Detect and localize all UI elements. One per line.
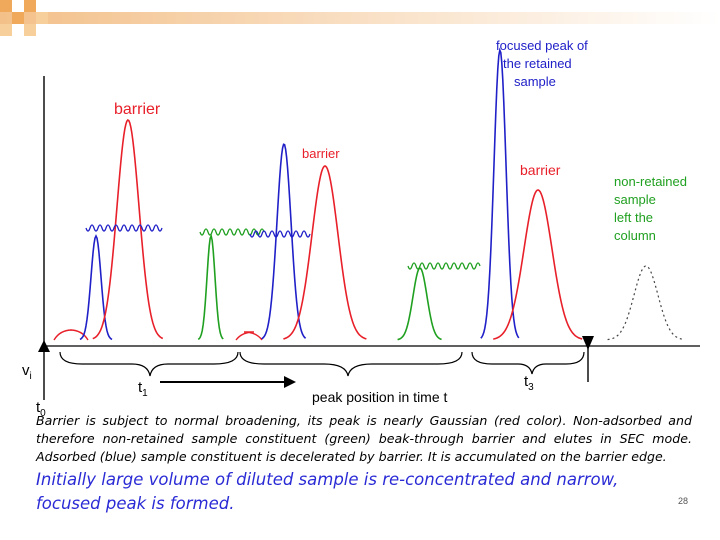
left-column-peak xyxy=(607,265,684,341)
header-decoration xyxy=(0,0,720,36)
adsorbed-cluster-2 xyxy=(249,230,311,238)
non-retained-label-line-2: sample xyxy=(614,192,656,207)
barrier-label-1: barrier xyxy=(114,101,161,118)
brace-3 xyxy=(471,351,585,375)
t3-label: t3 xyxy=(524,373,534,393)
peak-curves xyxy=(53,47,684,341)
t1-label: t1 xyxy=(138,379,148,399)
adsorbed-peak-2 xyxy=(261,143,307,340)
non-retained-cluster-1 xyxy=(199,228,265,236)
t0-label: t0 xyxy=(36,399,46,419)
focused-peak-label-line-3: sample xyxy=(514,74,556,89)
axis-arrow-up xyxy=(38,340,50,352)
barrier-peak-3 xyxy=(493,189,583,340)
time-arrowhead xyxy=(284,376,296,388)
page-number: 28 xyxy=(677,496,688,506)
non-retained-label-line-3: left the xyxy=(614,210,653,225)
non-retained-cluster-2 xyxy=(407,262,481,270)
barrier-label-3: barrier xyxy=(520,162,561,178)
focused-adsorbed-peak xyxy=(480,47,520,339)
non-retained-peak-1 xyxy=(197,233,224,341)
peak-position-label: peak position in time t xyxy=(312,389,448,405)
brace-2 xyxy=(239,351,463,377)
barrier-peak-2 xyxy=(283,165,367,340)
chromatography-diagram: focused peak of the retained sample barr… xyxy=(22,38,700,419)
barrier-plateau-2 xyxy=(235,331,263,341)
adsorbed-peak-1 xyxy=(79,234,113,341)
focused-peak-label-line-1: focused peak of xyxy=(496,38,588,53)
focused-peak-label-line-2: the retained xyxy=(503,56,572,71)
brace-1 xyxy=(59,351,239,377)
non-retained-peak-2 xyxy=(397,267,442,341)
non-retained-label-line-1: non-retained xyxy=(614,174,687,189)
conclusion-text: Initially large volume of diluted sample… xyxy=(36,470,619,513)
vi-label: vi xyxy=(22,362,32,382)
non-retained-label-line-4: column xyxy=(614,228,656,243)
barrier-peak-1 xyxy=(92,118,164,340)
barrier-label-2: barrier xyxy=(302,146,340,161)
adsorbed-cluster-1 xyxy=(85,224,163,232)
description-text: Barrier is subject to normal broadening,… xyxy=(36,413,692,464)
